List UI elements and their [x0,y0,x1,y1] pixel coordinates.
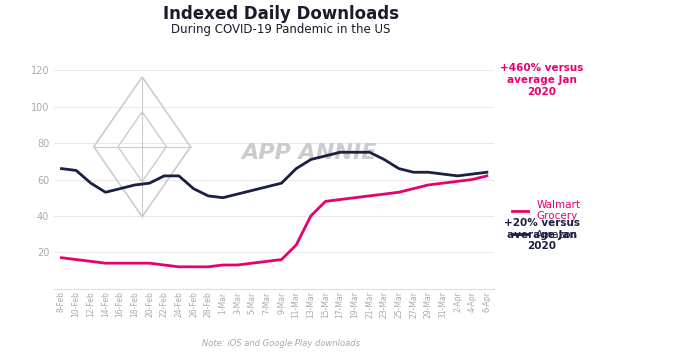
Text: APP ANNIE: APP ANNIE [242,143,377,163]
Text: Indexed Daily Downloads: Indexed Daily Downloads [163,5,399,23]
Legend: Walmart
Grocery, Amazon: Walmart Grocery, Amazon [508,196,584,244]
Text: Note: iOS and Google Play downloads: Note: iOS and Google Play downloads [202,339,360,348]
Text: +20% versus
average Jan
2020: +20% versus average Jan 2020 [504,218,580,251]
Text: +460% versus
average Jan
2020: +460% versus average Jan 2020 [500,63,584,96]
Text: During COVID-19 Pandemic in the US: During COVID-19 Pandemic in the US [171,23,391,36]
